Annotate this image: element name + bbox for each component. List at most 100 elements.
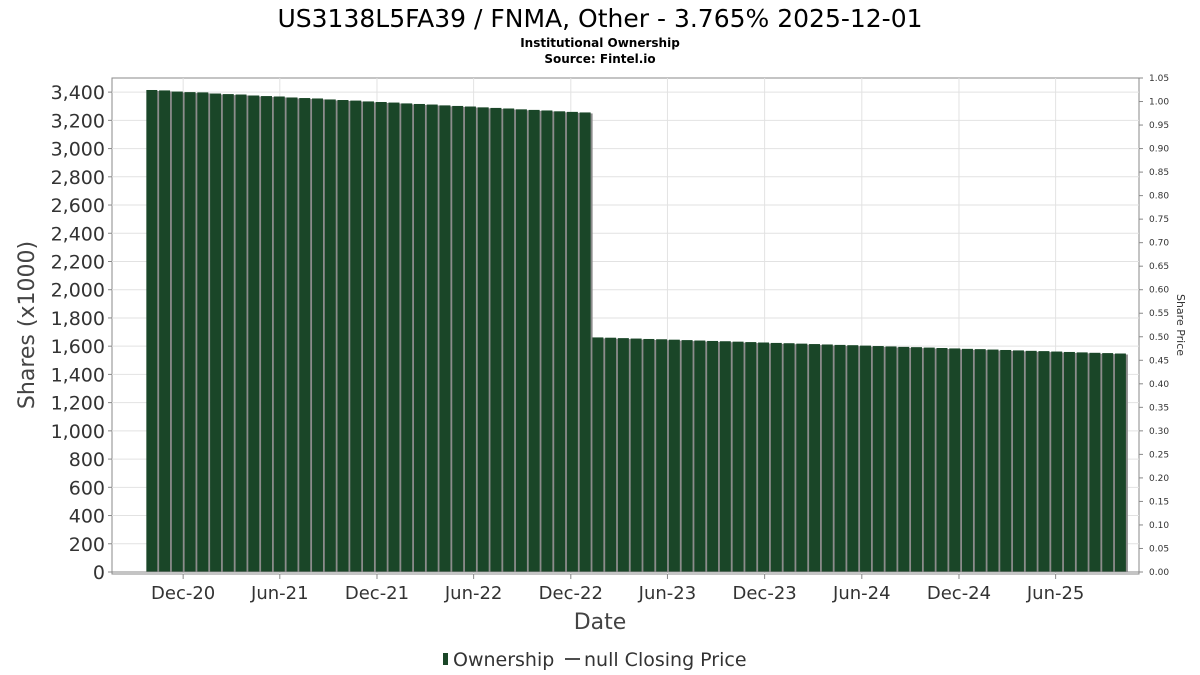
ownership-bar (184, 92, 196, 572)
ownership-bar (235, 94, 247, 572)
ownership-bar (821, 344, 833, 572)
ownership-bar (974, 349, 986, 572)
ownership-bar (885, 346, 897, 572)
ownership-bar (911, 347, 922, 572)
ownership-bar (681, 340, 693, 572)
ownership-bar (1000, 349, 1012, 572)
y-axis-label: Shares (x1000) (15, 241, 40, 409)
ownership-bar (656, 339, 668, 572)
y-tick-label: 2,800 (51, 167, 105, 189)
ownership-bar (694, 340, 706, 572)
left-axis: 0 200 400 600 800 1,000 1,200 1,400 1,600 1,800 2,… (51, 82, 1139, 584)
legend: Ownership null Closing Price (443, 649, 747, 671)
ownership-bar (745, 342, 757, 572)
ownership-bar (1012, 350, 1024, 572)
chart-title: US3138L5FA39 / FNMA, Other - 3.765% 2025… (277, 4, 922, 33)
ownership-bar (847, 345, 859, 572)
ownership-bar (210, 93, 222, 573)
y2-axis-label: Share Price (1174, 294, 1187, 356)
ownership-bar (1089, 352, 1101, 572)
y-tick-label: 600 (69, 477, 105, 499)
y2-tick-label: 0.65 (1149, 262, 1169, 272)
ownership-bar (477, 107, 489, 572)
y-tick-label: 400 (69, 506, 105, 528)
chart-subtitle-1: Institutional Ownership (520, 36, 680, 50)
y2-tick-label: 0.50 (1149, 333, 1169, 343)
ownership-bar (426, 104, 438, 573)
y2-tick-label: 1.00 (1149, 98, 1169, 108)
ownership-bar (592, 337, 604, 572)
y-tick-label: 1,400 (51, 364, 105, 386)
y-tick-label: 800 (69, 449, 105, 471)
ownership-bar (490, 107, 502, 572)
ownership-bar (363, 101, 374, 572)
ownership-bar (630, 338, 642, 572)
y2-tick-label: 0.05 (1149, 544, 1169, 554)
ownership-bar (898, 346, 910, 572)
y-tick-label: 0 (93, 562, 105, 584)
y2-tick-label: 0.70 (1149, 239, 1169, 249)
y2-tick-label: 0.10 (1149, 521, 1169, 531)
ownership-bar (324, 99, 336, 573)
ownership-bar (1076, 352, 1088, 572)
y-tick-label: 3,400 (51, 82, 105, 104)
ownership-bar (171, 91, 183, 572)
ownership-bar (668, 339, 680, 572)
y-tick-label: 2,000 (51, 280, 105, 302)
x-tick-label: Jun-24 (832, 583, 891, 604)
legend-label-price: null Closing Price (584, 649, 747, 671)
ownership-bar (566, 111, 578, 573)
x-tick-label: Dec-21 (345, 583, 409, 604)
ownership-bar (554, 111, 566, 572)
ownership-bar (923, 347, 935, 572)
ownership-bar (439, 105, 451, 572)
ownership-bar (643, 338, 655, 572)
y-tick-label: 1,800 (51, 308, 105, 330)
ownership-bar (617, 338, 629, 572)
y2-tick-label: 0.60 (1149, 286, 1169, 296)
x-tick-label: Jun-21 (250, 583, 309, 604)
ownership-bar (872, 346, 884, 572)
ownership-bar (719, 341, 731, 572)
ownership-bar (541, 110, 553, 572)
y2-tick-label: 0.15 (1149, 497, 1169, 507)
y-tick-label: 2,400 (51, 223, 105, 245)
ownership-bar (707, 340, 719, 572)
y2-tick-label: 0.75 (1149, 215, 1169, 225)
y-tick-label: 2,600 (51, 195, 105, 217)
ownership-bar (1063, 351, 1075, 572)
ownership-bar (197, 92, 209, 572)
ownership-bar (796, 343, 808, 572)
ownership-bar (834, 344, 846, 572)
y2-tick-label: 0.90 (1149, 145, 1169, 155)
y2-tick-label: 0.40 (1149, 380, 1169, 390)
ownership-bar (528, 109, 540, 572)
ownership-bar (337, 100, 349, 573)
x-tick-label: Dec-22 (539, 583, 603, 604)
ownership-bar (299, 98, 311, 572)
ownership-bar (770, 342, 782, 572)
ownership-bar (222, 94, 234, 573)
x-tick-label: Jun-22 (444, 583, 503, 604)
ownership-bar (503, 108, 515, 573)
y2-tick-label: 0.80 (1149, 192, 1169, 202)
ownership-bar (1025, 350, 1037, 572)
ownership-bar (452, 105, 464, 572)
x-tick-label: Dec-20 (151, 583, 215, 604)
ownership-bar (248, 95, 260, 573)
right-axis: 0.00 0.05 0.10 0.15 0.20 0.25 0.30 0.35 0.40 0.45… (1139, 74, 1169, 578)
x-axis-label: Date (574, 610, 627, 635)
ownership-bar (261, 96, 273, 572)
y2-tick-label: 0.95 (1149, 121, 1169, 131)
x-tick-label: Dec-24 (927, 583, 991, 604)
ownership-bar (1038, 351, 1050, 572)
y2-tick-label: 0.20 (1149, 474, 1169, 484)
y-tick-label: 1,600 (51, 336, 105, 358)
y2-tick-label: 0.85 (1149, 168, 1169, 178)
ownership-bar (515, 109, 527, 573)
x-tick-label: Jun-23 (638, 583, 697, 604)
ownership-bar (809, 344, 821, 572)
ownership-bar (758, 342, 770, 572)
ownership-bar (464, 106, 476, 572)
